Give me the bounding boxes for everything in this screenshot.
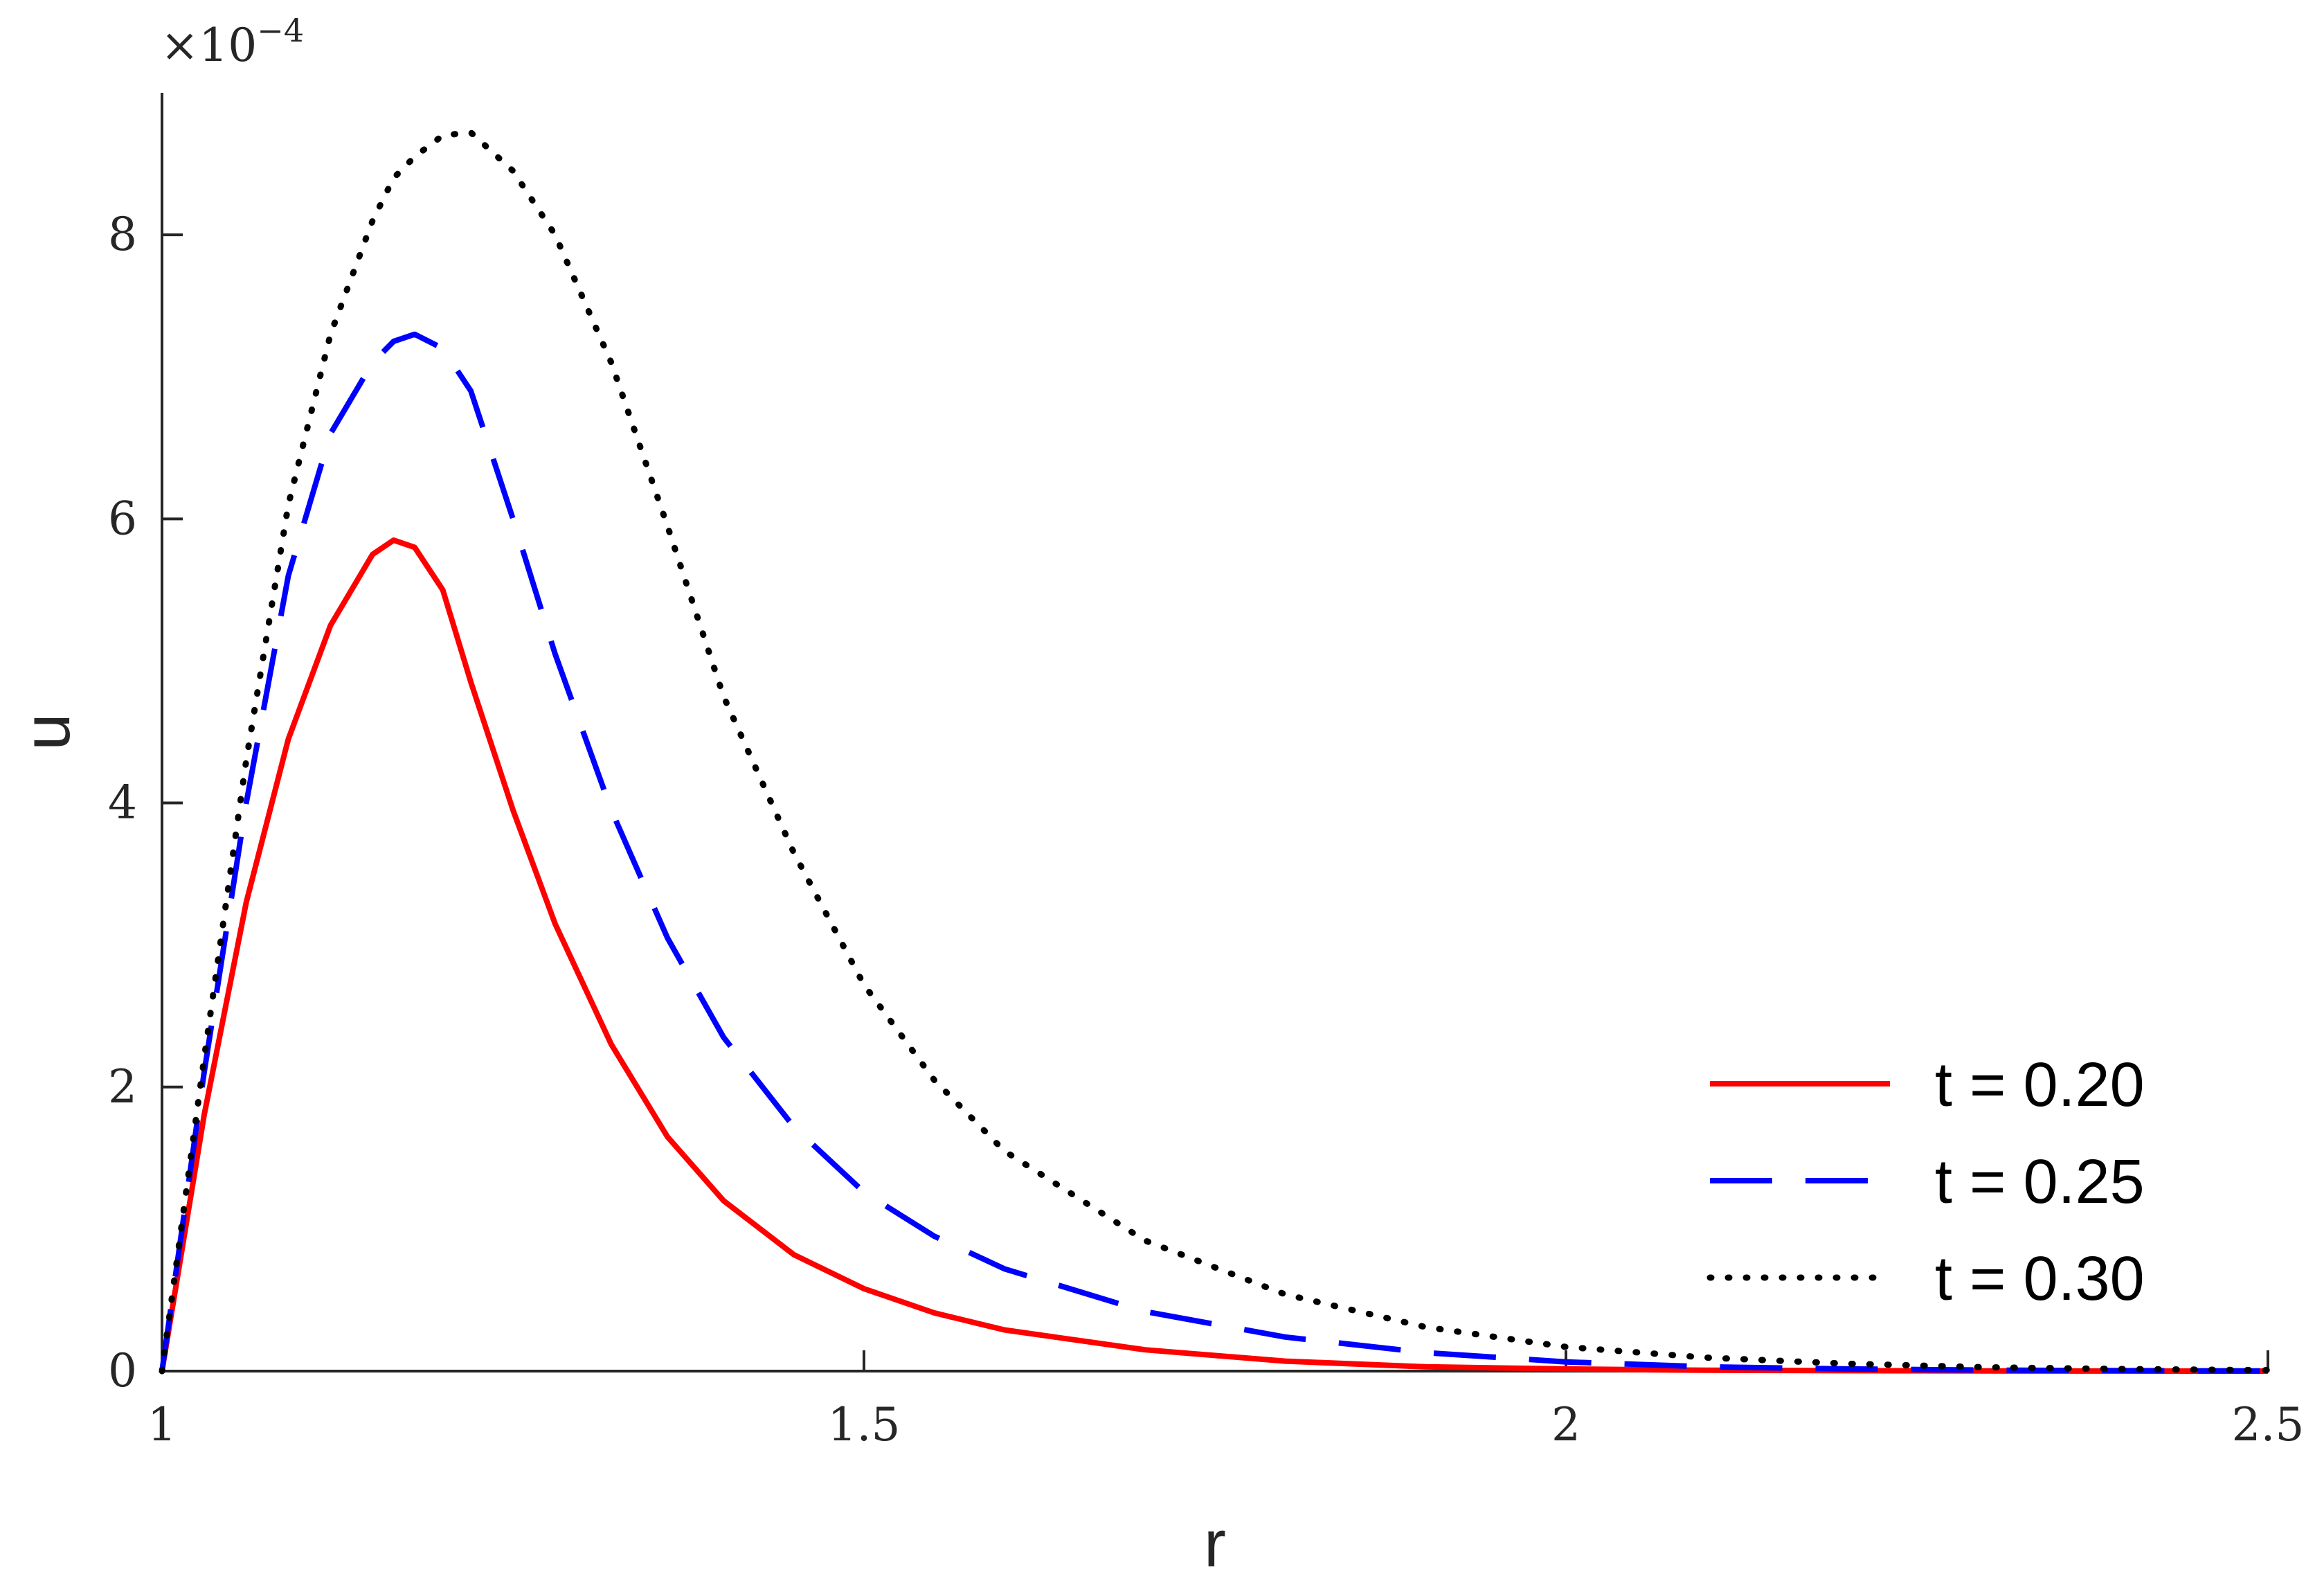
x-tick-label: 1.5 xyxy=(828,1398,901,1451)
y-axis-title: u xyxy=(10,713,84,750)
series-line-dotted xyxy=(159,129,2271,1375)
x-tick-label: 2 xyxy=(1551,1398,1580,1451)
series-line-solid xyxy=(159,537,2269,1374)
y-tick-label: 8 xyxy=(108,208,137,261)
y-tick-label: 2 xyxy=(108,1060,137,1113)
x-ticks: 1 1.5 2 2.5 xyxy=(147,1350,2304,1451)
y-tick-label: 0 xyxy=(108,1344,137,1397)
series-line-dashed xyxy=(159,331,2269,1374)
y-axis-exponent-base: ×10 xyxy=(161,19,257,72)
y-ticks: 0 2 4 6 8 xyxy=(108,208,183,1397)
y-tick-label: 4 xyxy=(108,776,137,830)
y-axis-exponent-power: −4 xyxy=(257,12,304,49)
x-tick-label: 1 xyxy=(147,1398,177,1451)
x-axis-title: r xyxy=(1204,1507,1226,1581)
x-tick-label: 2.5 xyxy=(2232,1398,2305,1451)
y-tick-label: 6 xyxy=(108,492,137,545)
legend: t = 0.20 t = 0.25 t = 0.30 xyxy=(1706,1050,2145,1314)
legend-label: t = 0.20 xyxy=(1935,1050,2145,1120)
series-group xyxy=(159,129,2271,1375)
legend-label: t = 0.30 xyxy=(1935,1244,2145,1314)
legend-label: t = 0.25 xyxy=(1935,1147,2145,1217)
y-axis-exponent-label: ×10−4 xyxy=(161,12,304,72)
